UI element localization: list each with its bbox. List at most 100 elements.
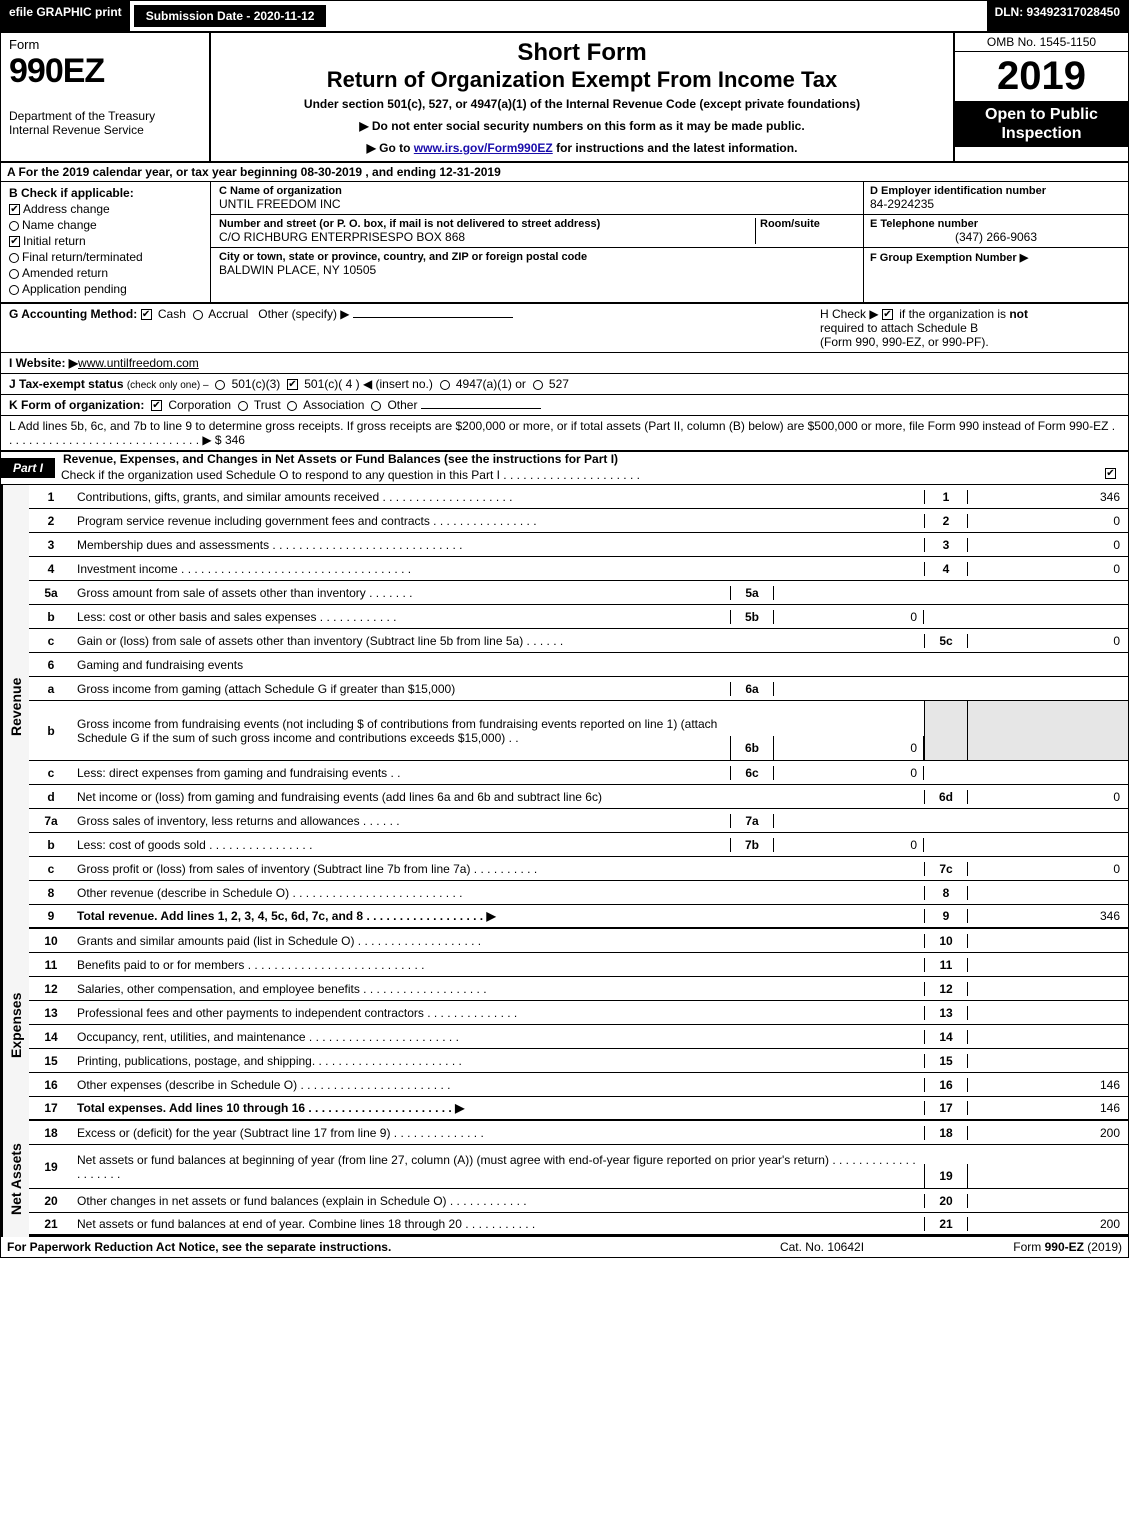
city-label: City or town, state or province, country…	[219, 251, 855, 263]
other-specify-line[interactable]	[353, 317, 513, 318]
g-accounting-method: G Accounting Method: Cash Accrual Other …	[9, 307, 820, 349]
checkbox-icon[interactable]	[1105, 468, 1116, 479]
public-notice: ▶ Do not enter social security numbers o…	[221, 119, 943, 133]
expenses-side-label: Expenses	[1, 929, 29, 1121]
irs-link[interactable]: www.irs.gov/Form990EZ	[414, 141, 553, 155]
goto-pre: ▶ Go to	[367, 141, 414, 155]
checkbox-icon	[9, 204, 20, 215]
group-exemption-label: F Group Exemption Number ▶	[870, 251, 1122, 264]
checkbox-icon[interactable]	[882, 309, 893, 320]
revenue-section: Revenue 1 Contributions, gifts, grants, …	[1, 485, 1128, 929]
other-org-line[interactable]	[421, 408, 541, 409]
city-value: BALDWIN PLACE, NY 10505	[219, 263, 855, 277]
line-13: 13 Professional fees and other payments …	[29, 1001, 1128, 1025]
line-21: 21 Net assets or fund balances at end of…	[29, 1213, 1128, 1237]
paperwork-notice: For Paperwork Reduction Act Notice, see …	[7, 1240, 722, 1254]
dln-label: DLN: 93492317028450	[987, 1, 1128, 31]
chk-final-return[interactable]: Final return/terminated	[9, 250, 202, 264]
net-assets-side-label: Net Assets	[1, 1121, 29, 1237]
checkbox-icon[interactable]	[287, 379, 298, 390]
form-ref: Form 990-EZ (2019)	[922, 1240, 1122, 1254]
circle-icon[interactable]	[215, 380, 225, 390]
short-form-title: Short Form	[221, 39, 943, 67]
addr-value: C/O RICHBURG ENTERPRISESPO BOX 868	[219, 230, 755, 244]
omb-number: OMB No. 1545-1150	[955, 33, 1128, 52]
row-j-tax-exempt: J Tax-exempt status (check only one) – 5…	[1, 374, 1128, 395]
line-6d: d Net income or (loss) from gaming and f…	[29, 785, 1128, 809]
revenue-lines: 1 Contributions, gifts, grants, and simi…	[29, 485, 1128, 929]
line-7c: c Gross profit or (loss) from sales of i…	[29, 857, 1128, 881]
org-name-value: UNTIL FREEDOM INC	[219, 197, 855, 211]
checkbox-icon[interactable]	[141, 309, 152, 320]
circle-icon[interactable]	[238, 401, 248, 411]
form-container: efile GRAPHIC print Submission Date - 20…	[0, 0, 1129, 1258]
block-b-f: B Check if applicable: Address change Na…	[1, 182, 1128, 304]
header-center: Short Form Return of Organization Exempt…	[211, 33, 953, 161]
chk-name-change[interactable]: Name change	[9, 218, 202, 232]
row-l-gross-receipts: L Add lines 5b, 6c, and 7b to line 9 to …	[1, 416, 1128, 452]
col-d-e-f: D Employer identification number 84-2924…	[863, 182, 1128, 302]
chk-amended-return[interactable]: Amended return	[9, 266, 202, 280]
line-6: 6 Gaming and fundraising events	[29, 653, 1128, 677]
addr-label: Number and street (or P. O. box, if mail…	[219, 218, 755, 230]
part-i-title: Revenue, Expenses, and Changes in Net As…	[55, 452, 1128, 466]
chk-initial-return[interactable]: Initial return	[9, 234, 202, 248]
line-10: 10 Grants and similar amounts paid (list…	[29, 929, 1128, 953]
line-12: 12 Salaries, other compensation, and emp…	[29, 977, 1128, 1001]
cell-phone: E Telephone number (347) 266-9063	[864, 215, 1128, 248]
cell-address: Number and street (or P. O. box, if mail…	[211, 215, 863, 248]
chk-address-change[interactable]: Address change	[9, 202, 202, 216]
circle-icon	[9, 285, 19, 295]
form-word: Form	[9, 37, 201, 52]
line-20: 20 Other changes in net assets or fund b…	[29, 1189, 1128, 1213]
department-label: Department of the Treasury Internal Reve…	[9, 109, 201, 137]
room-label: Room/suite	[760, 218, 855, 230]
form-header: Form 990EZ Department of the Treasury In…	[1, 33, 1128, 163]
line-8: 8 Other revenue (describe in Schedule O)…	[29, 881, 1128, 905]
part-i-check-line: Check if the organization used Schedule …	[55, 466, 1128, 484]
main-title: Return of Organization Exempt From Incom…	[221, 67, 943, 93]
line-6a: a Gross income from gaming (attach Sched…	[29, 677, 1128, 701]
circle-icon[interactable]	[440, 380, 450, 390]
line-11: 11 Benefits paid to or for members . . .…	[29, 953, 1128, 977]
circle-icon[interactable]	[193, 310, 203, 320]
efile-print-label[interactable]: efile GRAPHIC print	[1, 1, 130, 31]
ein-value: 84-2924235	[870, 197, 1122, 211]
line-19: 19 Net assets or fund balances at beginn…	[29, 1145, 1128, 1189]
cell-city: City or town, state or province, country…	[211, 248, 863, 280]
line-7b: b Less: cost of goods sold . . . . . . .…	[29, 833, 1128, 857]
website-value[interactable]: www.untilfreedom.com	[78, 356, 199, 370]
circle-icon[interactable]	[533, 380, 543, 390]
row-k-form-org: K Form of organization: Corporation Trus…	[1, 395, 1128, 416]
j-note: (check only one) –	[127, 380, 209, 391]
cat-no: Cat. No. 10642I	[722, 1240, 922, 1254]
row-i-website: I Website: ▶www.untilfreedom.com	[1, 353, 1128, 374]
goto-line: ▶ Go to www.irs.gov/Form990EZ for instru…	[221, 141, 943, 155]
line-16: 16 Other expenses (describe in Schedule …	[29, 1073, 1128, 1097]
topbar: efile GRAPHIC print Submission Date - 20…	[1, 1, 1128, 33]
b-label: B Check if applicable:	[9, 186, 202, 200]
checkbox-icon[interactable]	[151, 400, 162, 411]
circle-icon	[9, 269, 19, 279]
website-label: I Website: ▶	[9, 356, 78, 370]
chk-application-pending[interactable]: Application pending	[9, 282, 202, 296]
open-to-public: Open to Public Inspection	[955, 101, 1128, 147]
part-i-header: Part I Revenue, Expenses, and Changes in…	[1, 452, 1128, 485]
circle-icon[interactable]	[371, 401, 381, 411]
revenue-side-label: Revenue	[1, 485, 29, 929]
expenses-lines: 10 Grants and similar amounts paid (list…	[29, 929, 1128, 1121]
line-14: 14 Occupancy, rent, utilities, and maint…	[29, 1025, 1128, 1049]
col-c-name-address: C Name of organization UNTIL FREEDOM INC…	[211, 182, 863, 302]
net-assets-lines: 18 Excess or (deficit) for the year (Sub…	[29, 1121, 1128, 1237]
org-name-label: C Name of organization	[219, 185, 855, 197]
line-5a: 5a Gross amount from sale of assets othe…	[29, 581, 1128, 605]
circle-icon[interactable]	[287, 401, 297, 411]
line-7a: 7a Gross sales of inventory, less return…	[29, 809, 1128, 833]
line-1: 1 Contributions, gifts, grants, and simi…	[29, 485, 1128, 509]
submission-date: Submission Date - 2020-11-12	[132, 3, 329, 29]
line-2: 2 Program service revenue including gove…	[29, 509, 1128, 533]
goto-post: for instructions and the latest informat…	[553, 141, 798, 155]
ein-label: D Employer identification number	[870, 185, 1122, 197]
line-15: 15 Printing, publications, postage, and …	[29, 1049, 1128, 1073]
form-number: 990EZ	[9, 52, 201, 91]
